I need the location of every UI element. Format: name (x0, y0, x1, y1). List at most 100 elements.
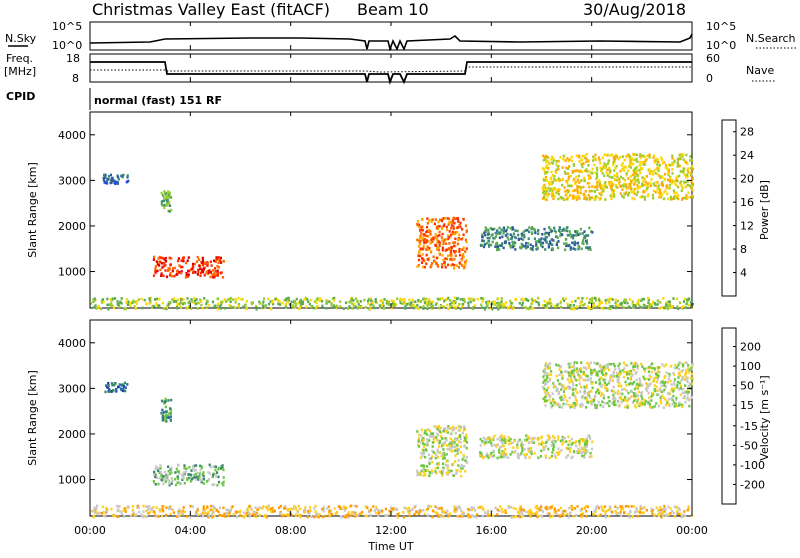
power-cell (629, 155, 632, 158)
velocity-cell (185, 467, 188, 470)
velocity-cell (595, 391, 598, 394)
power-cell (95, 307, 98, 310)
power-cell (169, 274, 172, 277)
velocity-cell (414, 504, 417, 508)
velocity-cell (557, 402, 560, 405)
power-cell (160, 200, 163, 203)
velocity-cell (185, 470, 188, 473)
velocity-cell (456, 515, 459, 518)
velocity-cell (542, 442, 545, 445)
velocity-cell (111, 383, 114, 387)
velocity-cell (517, 440, 520, 444)
velocity-cell (405, 507, 408, 510)
power-cell (624, 299, 627, 302)
velocity-cell (677, 512, 680, 516)
power-cell (125, 298, 129, 301)
velocity-cell (683, 378, 687, 381)
velocity-cell (142, 510, 145, 513)
power-cell (686, 161, 689, 165)
velocity-cell (585, 439, 588, 443)
velocity-cell (427, 505, 430, 508)
velocity-cell (459, 470, 462, 473)
power-cell (214, 260, 217, 263)
power-cell (573, 177, 576, 181)
velocity-cell (593, 406, 596, 409)
power-cell (431, 240, 434, 244)
power-cell (129, 304, 132, 307)
power-cell (586, 169, 589, 173)
power-cell (573, 189, 576, 192)
velocity-cell (450, 469, 453, 473)
power-cell (685, 180, 688, 184)
power-cell (160, 272, 163, 275)
velocity-cell (661, 512, 664, 516)
power-cell (514, 248, 517, 251)
power-cell (425, 262, 428, 265)
velocity-cell (635, 507, 638, 510)
power-cell (544, 248, 547, 251)
velocity-cell (423, 443, 426, 446)
velocity-cell (152, 473, 156, 477)
velocity-cell (570, 443, 573, 446)
velocity-cell (164, 477, 167, 480)
velocity-cell (680, 379, 683, 382)
velocity-cell (664, 385, 668, 388)
power-cell (585, 198, 589, 201)
power-cell (169, 263, 172, 267)
velocity-cell (539, 455, 543, 458)
power-cell (456, 297, 459, 300)
power-cell (162, 262, 165, 265)
power-cell (542, 177, 545, 181)
power-cell (574, 299, 577, 303)
velocity-cell (417, 512, 420, 516)
power-cell (213, 304, 216, 308)
velocity-cell (590, 455, 593, 458)
power-cell (660, 156, 663, 160)
power-cell (201, 263, 205, 267)
velocity-cell (465, 455, 468, 459)
power-cell (601, 156, 604, 160)
velocity-cell (509, 453, 512, 456)
velocity-cell (608, 399, 611, 403)
power-cell (669, 195, 672, 199)
power-cell (170, 208, 173, 212)
power-cell (263, 297, 266, 300)
velocity-cell (662, 390, 665, 393)
power-cell (680, 306, 684, 309)
velocity-cell (255, 511, 259, 515)
power-cell (561, 166, 564, 169)
velocity-cell (265, 515, 268, 519)
power-cell (168, 200, 171, 204)
power-cell (211, 273, 214, 276)
nsky-label: N.Sky (5, 32, 37, 45)
power-cell (411, 304, 414, 307)
power-cell (546, 189, 549, 193)
velocity-cell (482, 436, 485, 440)
velocity-cell (691, 363, 694, 366)
power-cell (606, 174, 609, 177)
velocity-cell (160, 399, 164, 403)
velocity-cell (215, 475, 218, 478)
velocity-cell (510, 516, 513, 519)
power-cell (664, 178, 667, 181)
power-cell (557, 240, 560, 243)
power-cell (191, 267, 194, 271)
power-cell (284, 304, 287, 308)
power-cell (431, 218, 435, 221)
power-cell (648, 168, 651, 172)
velocity-cell (154, 475, 157, 478)
velocity-cell (626, 372, 629, 376)
power-cell (568, 165, 571, 168)
velocity-cell (656, 513, 659, 517)
power-cell (511, 226, 514, 229)
velocity-cell (228, 511, 231, 515)
power-cell (97, 304, 100, 308)
velocity-cell (646, 386, 649, 389)
velocity-cell (528, 510, 531, 513)
power-cell (164, 269, 167, 272)
power-cell (640, 154, 643, 158)
velocity-cell (198, 476, 201, 479)
velocity-cell (608, 368, 611, 372)
velocity-cell (648, 374, 651, 377)
power-cell (641, 195, 644, 198)
